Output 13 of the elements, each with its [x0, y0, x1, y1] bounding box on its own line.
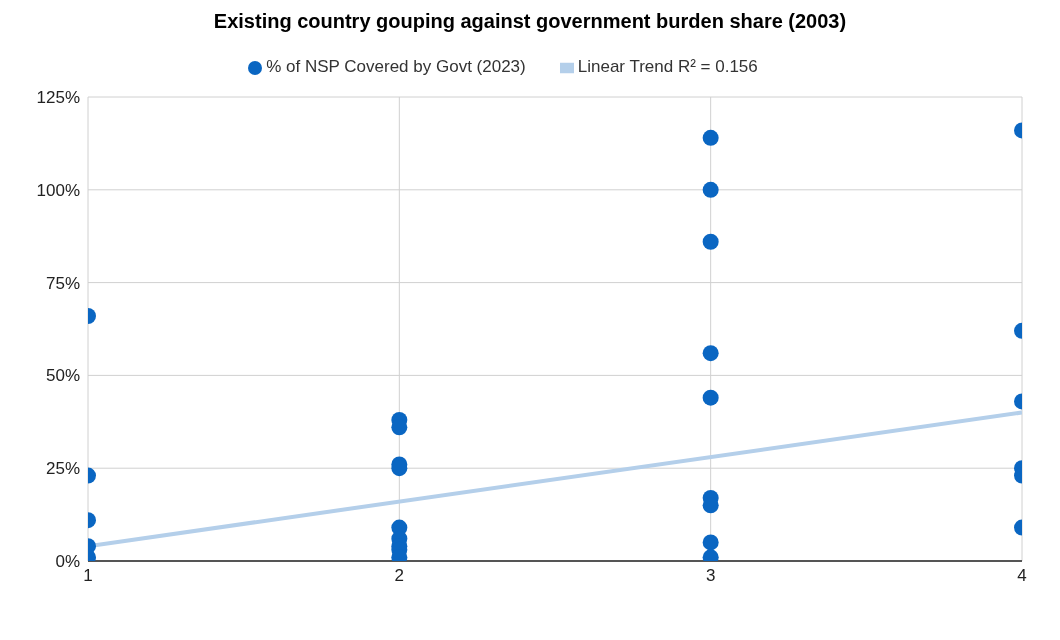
y-tick-label: 25% [45, 459, 80, 479]
legend-label: Linear Trend R² = 0.156 [577, 57, 758, 76]
y-tick-label: 0% [55, 552, 80, 572]
y-tick-label: 50% [45, 366, 80, 386]
chart-title: Existing country gouping against government burden share (2003) [212, 10, 848, 33]
legend-label: % of NSP Covered by Govt (2023) [266, 57, 526, 76]
x-tick-label: 3 [705, 566, 716, 586]
y-tick-label: 125% [36, 88, 80, 108]
x-tick-label: 4 [1017, 566, 1027, 586]
x-tick-label: 2 [394, 566, 405, 586]
y-tick-label: 100% [36, 180, 80, 200]
x-tick-label: 1 [83, 566, 93, 586]
y-tick-label: 75% [45, 273, 80, 293]
